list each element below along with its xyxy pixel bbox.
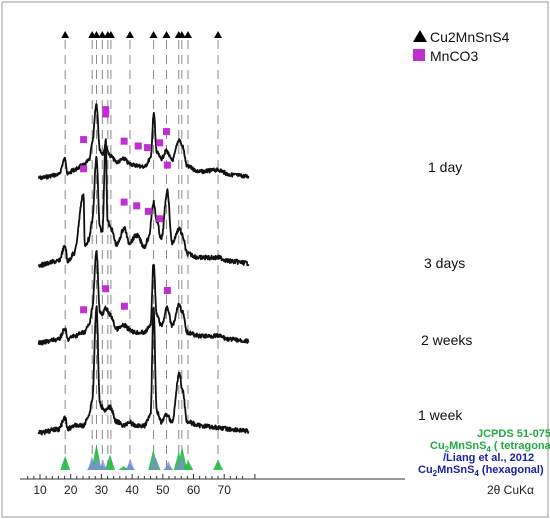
mnco3-marker — [163, 287, 171, 294]
legend: Cu2MnSnS4 MnCO3 — [413, 29, 510, 64]
mnco3-marker — [80, 306, 88, 314]
reference-peak — [150, 454, 159, 470]
reference-peak — [176, 455, 185, 470]
peak-triangle-7 — [149, 31, 158, 38]
reference-peak — [60, 455, 71, 470]
trace-3-days — [37, 138, 250, 268]
reference-peak — [164, 460, 173, 470]
ref-tetragonal-mnsns: MnSnS — [449, 440, 486, 452]
ref-hexagonal-mnsns: MnSnS — [437, 464, 474, 476]
x-tick-label: 60 — [187, 483, 201, 497]
mnco3-marker — [162, 128, 170, 136]
legend-label-cu2mnsns4: Cu2MnSnS4 — [430, 29, 510, 45]
trace-1-week — [37, 305, 250, 436]
legend-label-mnco3: MnCO3 — [430, 48, 478, 64]
reference-peak — [213, 459, 224, 470]
peak-triangle-10 — [177, 31, 186, 38]
series-label-1-week: 1 week — [418, 407, 463, 423]
peak-triangle-0 — [61, 31, 70, 38]
peak-triangle-5 — [106, 31, 115, 38]
peak-triangle-2 — [92, 31, 101, 38]
series-label-2-weeks: 2 weeks — [421, 332, 472, 348]
ref-tetragonal-cu2: Cu — [430, 440, 445, 452]
trace-2-weeks — [37, 250, 250, 346]
trace-1-day — [37, 103, 250, 181]
reference-peak — [183, 460, 194, 470]
mnco3-marker — [143, 144, 151, 152]
mnco3-marker — [144, 207, 152, 215]
ref-tetragonal-sub4: 4 — [486, 445, 491, 454]
x-tick-label: 50 — [156, 483, 170, 497]
mnco3-marker — [102, 285, 110, 293]
ref-hexagonal-cu2: Cu — [418, 464, 433, 476]
xrd-traces — [37, 103, 250, 436]
reference-peak — [104, 454, 115, 470]
ref-label-jcpds: JCPDS 51-0757 — [477, 428, 550, 440]
x-axis-label: 2θ CuKα — [487, 483, 534, 497]
reference-peak — [93, 458, 102, 470]
mnco3-marker — [156, 139, 164, 147]
reference-peak — [87, 455, 96, 470]
series-label-3-days: 3 days — [424, 255, 465, 271]
reference-patterns — [60, 444, 224, 470]
guide-lines — [61, 31, 223, 474]
x-axis: 10 20 30 40 50 60 70 — [20, 474, 405, 497]
x-tick-label: 30 — [95, 483, 109, 497]
mnco3-marker — [80, 165, 88, 173]
series-label-1-day: 1 day — [428, 159, 462, 175]
peak-triangle-6 — [125, 31, 134, 38]
peak-triangle-12 — [214, 31, 223, 38]
reference-peak — [126, 458, 135, 470]
mnco3-marker — [163, 161, 171, 169]
x-tick-label: 70 — [218, 483, 232, 497]
ref-label-tetragonal: Cu2MnSnS4 ( tetragonal) — [430, 440, 550, 454]
mnco3-marker — [80, 136, 88, 144]
mnco3-marker — [133, 202, 141, 210]
ref-tetragonal-sub2: 2 — [445, 445, 450, 454]
ref-hexagonal-suffix: (hexagonal) — [479, 464, 544, 476]
ref-tetragonal-suffix: ( tetragonal) — [491, 440, 550, 452]
reference-peak — [98, 459, 107, 470]
legend-square-marker — [413, 49, 425, 61]
ref-label-hexagonal: Cu2MnSnS4 (hexagonal) — [418, 464, 544, 478]
x-tick-label: 40 — [125, 483, 139, 497]
mnco3-marker — [120, 137, 128, 145]
peak-triangle-3 — [98, 31, 107, 38]
mnco3-marker — [102, 110, 110, 118]
mnco3-marker — [120, 302, 128, 310]
mnco3-marker — [120, 198, 128, 206]
phase-markers — [80, 106, 171, 314]
ref-hexagonal-sub4: 4 — [474, 469, 479, 478]
mnco3-marker — [134, 142, 142, 150]
peak-triangle-8 — [162, 31, 171, 38]
x-tick-label: 10 — [33, 483, 47, 497]
x-tick-label: 20 — [64, 483, 78, 497]
mnco3-marker — [156, 215, 164, 223]
mnco3-marker — [102, 106, 110, 114]
ref-hexagonal-sub2: 2 — [433, 469, 438, 478]
ref-label-liang: /Liang et al., 2012 — [443, 452, 534, 464]
legend-triangle-marker — [413, 30, 427, 42]
peak-triangle-11 — [183, 31, 192, 38]
